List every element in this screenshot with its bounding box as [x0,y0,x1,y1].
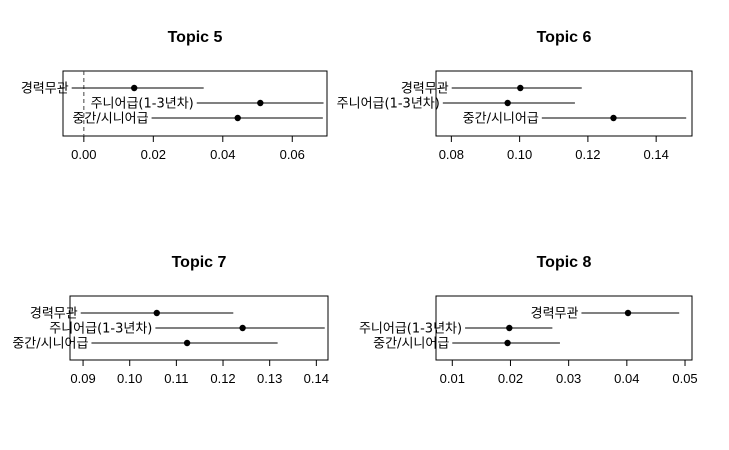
point-label: 주니어급(1-3년차) [337,97,440,112]
point-label: 경력무관 [401,82,449,97]
point-estimate [257,99,264,107]
panel-title: Topic 7 [172,254,227,271]
plot-frame [62,70,328,137]
point-label: 주니어급(1-3년차) [91,97,194,112]
x-tick-label: 0.05 [672,371,697,386]
panel-topic-5: Topic 5 0.00 0.02 0.04 0.06 경력무관주니어급(1-3년차)중간… [21,29,328,162]
x-tick-label: 0.14 [644,147,669,162]
x-tick-label: 0.00 [71,147,96,162]
point-label: 주니어급(1-3년차) [49,322,152,337]
x-tick-label: 0.11 [164,371,188,386]
point-label: 경력무관 [531,307,579,322]
panel-title: Topic 6 [537,29,592,46]
point-estimate [234,114,241,122]
panel-topic-7: Topic 7 0.09 0.10 0.11 0.12 0.13 0.14 경력무관주니어급(… [12,254,329,386]
x-tick-label: 0.10 [507,147,532,162]
plot-frame [435,70,693,137]
x-tick-label: 0.14 [304,371,329,386]
x-tick-label: 0.13 [257,371,282,386]
point-label: 중간/시니어급 [373,337,449,352]
point-estimate [610,114,617,122]
point-estimate [131,84,138,92]
x-tick-label: 0.04 [210,147,235,162]
x-tick-label: 0.10 [117,371,142,386]
point-label: 중간/시니어급 [72,112,148,127]
point-estimate [183,339,191,347]
point-label: 중간/시니어급 [463,112,539,127]
x-tick-label: 0.03 [556,371,581,386]
x-tick-label: 0.02 [498,371,523,386]
point-label: 주니어급(1-3년차) [359,322,462,337]
plot-frame [435,295,693,361]
point-estimate [624,309,632,317]
plot-frame [69,295,329,361]
panel-title: Topic 5 [168,29,223,46]
point-label: 경력무관 [30,307,78,322]
point-estimate [504,99,511,107]
point-label: 중간/시니어급 [12,337,88,352]
point-estimate [504,339,511,347]
point-estimate [153,309,160,317]
x-tick-label: 0.02 [141,147,166,162]
panel-topic-8: Topic 8 0.01 0.02 0.03 0.04 0.05 경력무관주니어급(1-3년… [359,254,698,386]
point-estimate [506,324,513,332]
x-tick-label: 0.12 [210,371,235,386]
point-label: 경력무관 [21,82,69,97]
x-tick-label: 0.06 [280,147,305,162]
point-estimate [239,324,246,332]
panel-title: Topic 8 [537,254,592,271]
point-estimate [517,84,524,92]
x-tick-label: 0.04 [614,371,639,386]
x-tick-label: 0.12 [575,147,600,162]
x-tick-label: 0.09 [70,371,95,386]
x-tick-label: 0.08 [439,147,464,162]
x-tick-label: 0.01 [440,371,465,386]
